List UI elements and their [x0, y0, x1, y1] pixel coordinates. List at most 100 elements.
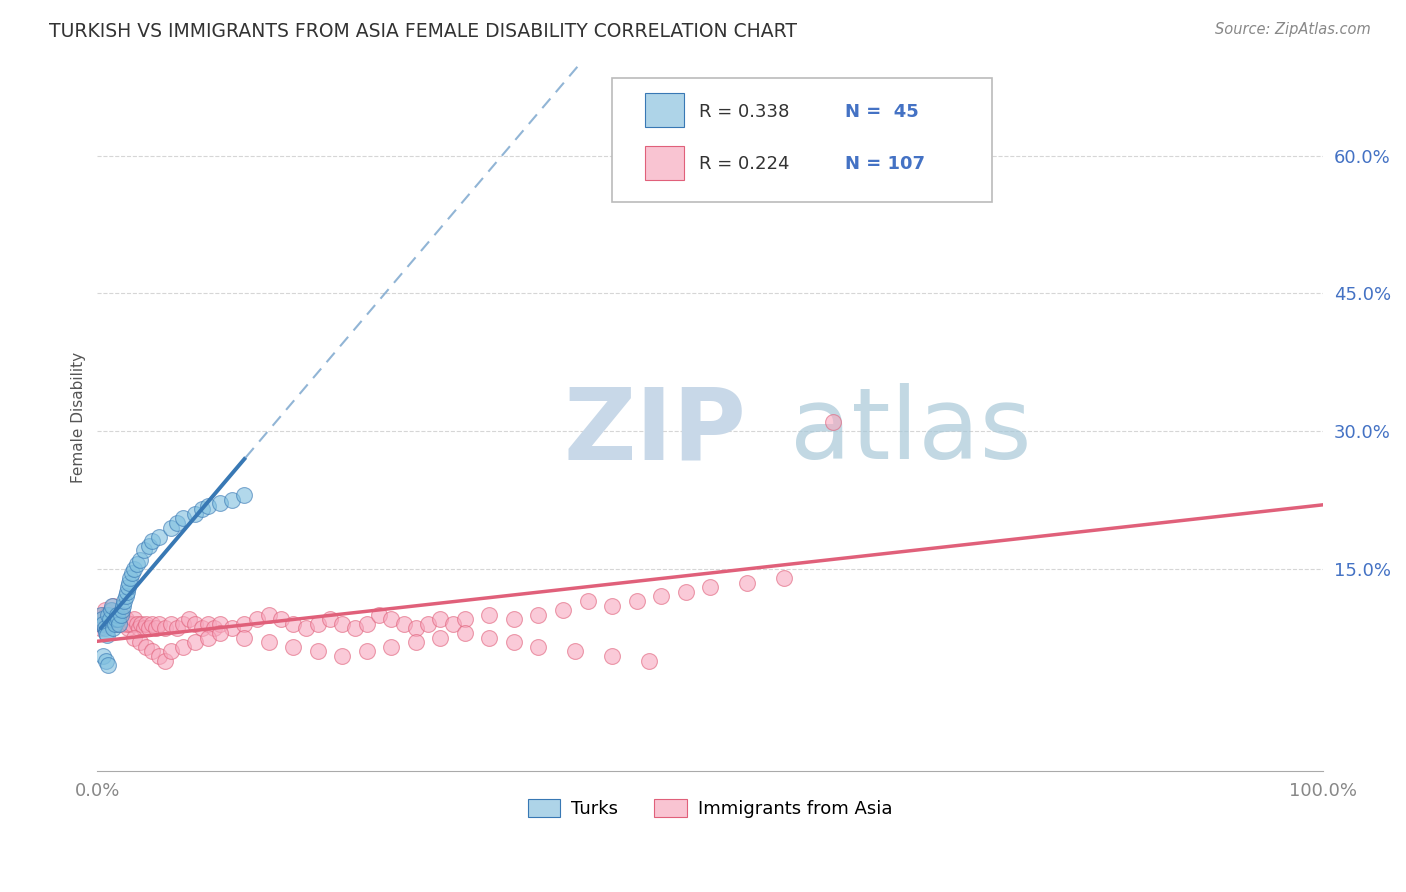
- Point: [129, 635, 152, 649]
- Point: [97, 616, 120, 631]
- Point: [166, 622, 188, 636]
- Point: [107, 612, 129, 626]
- Point: [98, 612, 121, 626]
- Point: [564, 644, 586, 658]
- Point: [117, 622, 139, 636]
- Point: [118, 616, 141, 631]
- Point: [128, 622, 150, 636]
- Point: [233, 616, 256, 631]
- Point: [94, 626, 117, 640]
- Text: N = 107: N = 107: [845, 155, 925, 173]
- Point: [418, 616, 440, 631]
- Point: [392, 616, 415, 631]
- FancyBboxPatch shape: [645, 94, 685, 128]
- Point: [98, 612, 121, 626]
- Text: atlas: atlas: [790, 383, 1032, 480]
- Point: [111, 603, 134, 617]
- Point: [821, 415, 844, 429]
- Point: [115, 616, 138, 631]
- Point: [94, 654, 117, 668]
- Point: [114, 612, 136, 626]
- Point: [115, 584, 138, 599]
- Point: [97, 658, 120, 673]
- Point: [93, 603, 115, 617]
- FancyBboxPatch shape: [612, 78, 991, 202]
- Point: [145, 622, 167, 636]
- Point: [153, 654, 176, 668]
- Point: [120, 571, 142, 585]
- Point: [600, 599, 623, 613]
- Point: [626, 594, 648, 608]
- Point: [114, 590, 136, 604]
- Point: [576, 594, 599, 608]
- Point: [148, 648, 170, 663]
- Point: [343, 622, 366, 636]
- Y-axis label: Female Disability: Female Disability: [72, 351, 86, 483]
- Point: [197, 616, 219, 631]
- Point: [91, 612, 114, 626]
- Point: [208, 626, 231, 640]
- Point: [368, 607, 391, 622]
- Point: [103, 622, 125, 636]
- Point: [112, 599, 135, 613]
- Point: [105, 607, 128, 622]
- Point: [91, 612, 114, 626]
- Point: [184, 635, 207, 649]
- Point: [478, 631, 501, 645]
- Point: [650, 590, 672, 604]
- Point: [735, 575, 758, 590]
- Point: [118, 575, 141, 590]
- Point: [233, 631, 256, 645]
- Point: [111, 607, 134, 622]
- Point: [208, 496, 231, 510]
- Point: [429, 612, 451, 626]
- Point: [125, 558, 148, 572]
- Point: [160, 644, 183, 658]
- Point: [190, 502, 212, 516]
- Point: [503, 635, 526, 649]
- Point: [135, 640, 157, 654]
- Point: [257, 635, 280, 649]
- Point: [112, 612, 135, 626]
- Text: ZIP: ZIP: [562, 383, 745, 480]
- Point: [104, 612, 127, 626]
- Point: [132, 543, 155, 558]
- Point: [153, 622, 176, 636]
- Point: [699, 580, 721, 594]
- Point: [108, 616, 131, 631]
- Point: [125, 616, 148, 631]
- Point: [184, 616, 207, 631]
- Point: [112, 594, 135, 608]
- Point: [307, 644, 329, 658]
- Point: [294, 622, 316, 636]
- Point: [90, 607, 112, 622]
- Point: [380, 640, 402, 654]
- Point: [96, 612, 118, 626]
- Point: [270, 612, 292, 626]
- Point: [132, 622, 155, 636]
- Point: [93, 622, 115, 636]
- Point: [148, 530, 170, 544]
- Point: [166, 516, 188, 530]
- Point: [172, 511, 194, 525]
- Point: [129, 552, 152, 566]
- Point: [197, 631, 219, 645]
- Point: [104, 616, 127, 631]
- Point: [148, 616, 170, 631]
- Point: [110, 607, 132, 622]
- Point: [772, 571, 794, 585]
- Legend: Turks, Immigrants from Asia: Turks, Immigrants from Asia: [520, 791, 900, 825]
- Point: [110, 612, 132, 626]
- Point: [179, 612, 201, 626]
- Point: [675, 584, 697, 599]
- Point: [93, 607, 115, 622]
- Point: [600, 648, 623, 663]
- Point: [122, 562, 145, 576]
- Point: [121, 566, 143, 581]
- Text: R = 0.338: R = 0.338: [699, 103, 789, 120]
- Point: [454, 612, 477, 626]
- Point: [503, 612, 526, 626]
- Point: [141, 616, 163, 631]
- Point: [103, 612, 125, 626]
- Point: [141, 644, 163, 658]
